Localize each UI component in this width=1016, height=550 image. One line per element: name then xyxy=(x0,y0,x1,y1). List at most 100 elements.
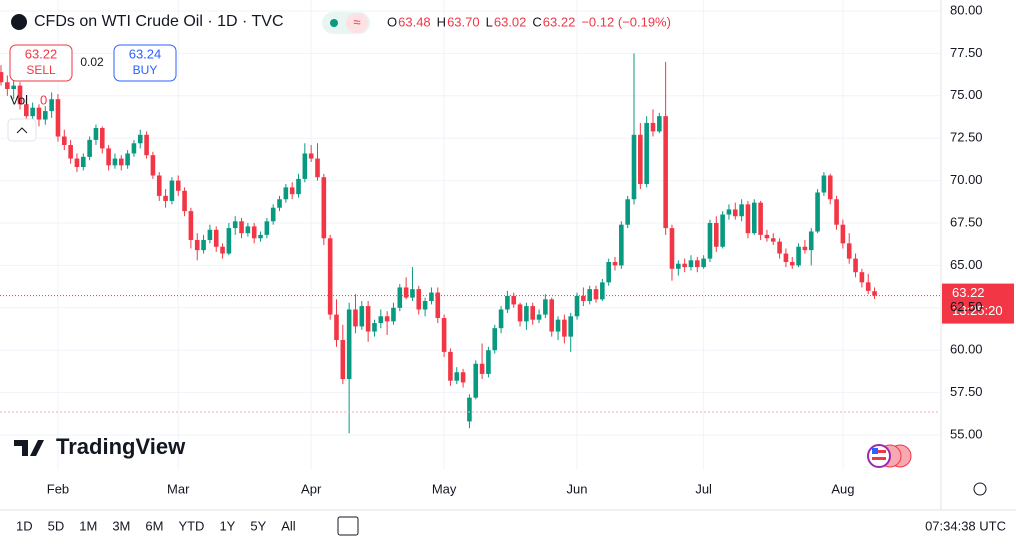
y-tick-label: 72.50 xyxy=(950,130,983,145)
candle-body xyxy=(663,116,668,229)
logo-mark xyxy=(14,440,44,456)
candle-body xyxy=(188,211,194,240)
candle-body xyxy=(492,328,498,351)
candle-body xyxy=(486,350,491,374)
ohlc-value: 63.70 xyxy=(447,14,480,29)
candle-body xyxy=(574,295,580,317)
candle-body xyxy=(751,202,757,234)
candle-body xyxy=(334,314,339,341)
candle-body xyxy=(587,289,592,302)
range-button[interactable]: 5Y xyxy=(250,518,266,533)
candle-body xyxy=(498,309,504,329)
volume-label: Vol xyxy=(10,92,28,107)
y-tick-label: 57.50 xyxy=(950,384,983,399)
candle-body xyxy=(327,238,333,315)
candle-body xyxy=(853,258,858,273)
collapse-button[interactable] xyxy=(7,118,37,142)
candle-body xyxy=(859,272,865,283)
clock: 07:34:38 UTC xyxy=(925,518,1006,533)
delay-icon: ≈ xyxy=(353,14,360,29)
settings-icon[interactable] xyxy=(973,482,987,496)
sell-label: SELL xyxy=(26,63,56,77)
candle-body xyxy=(321,177,327,239)
range-button[interactable]: 6M xyxy=(145,518,163,533)
candle-body xyxy=(530,306,536,320)
candle-body xyxy=(112,158,118,166)
candle-body xyxy=(517,304,523,322)
y-tick-label: 65.00 xyxy=(950,257,983,272)
ohlc-key: O xyxy=(387,14,397,29)
x-tick-label: Mar xyxy=(167,481,190,496)
change: −0.12 (−0.19%) xyxy=(581,14,671,29)
ohlc-value: 63.02 xyxy=(494,14,527,29)
candle-body xyxy=(593,289,599,300)
candle-body xyxy=(251,226,257,239)
x-tick-label: Aug xyxy=(831,481,854,496)
candle-body xyxy=(232,221,238,229)
range-button[interactable]: 1M xyxy=(79,518,97,533)
candle-body xyxy=(277,199,282,208)
candle-body xyxy=(62,136,67,145)
candle-body xyxy=(93,128,99,140)
candle-body xyxy=(454,372,460,381)
candle-body xyxy=(581,295,586,302)
candle-body xyxy=(758,202,763,235)
range-button[interactable]: 5D xyxy=(48,518,65,533)
candle-body xyxy=(505,295,510,310)
candle-body xyxy=(625,199,630,225)
candle-body xyxy=(543,299,548,315)
candle-body xyxy=(821,175,827,193)
x-tick-label: Feb xyxy=(47,481,69,496)
candle-body xyxy=(777,241,782,254)
candle-body xyxy=(24,104,29,117)
candle-body xyxy=(435,292,441,318)
candle-body xyxy=(55,99,61,137)
ohlc-key: C xyxy=(532,14,541,29)
candle-body xyxy=(106,148,111,166)
candle-body xyxy=(30,107,35,117)
candle-body xyxy=(536,314,542,320)
date-range-icon[interactable] xyxy=(337,516,359,536)
candle-body xyxy=(353,309,358,327)
candle-body xyxy=(808,231,814,251)
candle-body xyxy=(258,234,263,239)
candle-body xyxy=(720,214,725,247)
range-button[interactable]: 3M xyxy=(112,518,130,533)
y-tick-label: 62.50 xyxy=(950,299,983,314)
candle-body xyxy=(739,204,744,217)
candle-body xyxy=(346,309,352,380)
candle-body xyxy=(118,158,124,166)
candle-body xyxy=(308,153,314,159)
candle-body xyxy=(650,122,656,132)
candle-body xyxy=(156,175,162,196)
candle-body xyxy=(99,128,105,149)
candle-body xyxy=(695,260,700,268)
plot xyxy=(0,53,940,434)
buy-button[interactable] xyxy=(113,44,177,82)
candle-body xyxy=(74,158,80,168)
y-tick-label: 77.50 xyxy=(950,45,983,60)
candle-body xyxy=(701,258,706,268)
candle-body xyxy=(644,122,649,184)
candle-body xyxy=(676,263,681,269)
range-button[interactable]: 1D xyxy=(16,518,33,533)
candle-body xyxy=(182,190,187,212)
range-button[interactable]: 1Y xyxy=(219,518,235,533)
candle-body xyxy=(245,226,251,234)
candle-body xyxy=(365,306,371,332)
y-tick-label: 60.00 xyxy=(950,342,983,357)
countdown: 13:25:20 xyxy=(952,303,1003,318)
range-button[interactable]: YTD xyxy=(178,518,204,533)
candle-body xyxy=(302,153,308,179)
candle-body xyxy=(0,72,4,83)
candle-body xyxy=(201,239,206,251)
candle-body xyxy=(473,363,479,398)
symbol-title: CFDs on WTI Crude Oil · 1D · TVC xyxy=(34,13,284,30)
range-button[interactable]: All xyxy=(281,518,296,533)
candle-body xyxy=(403,287,409,298)
sell-button[interactable] xyxy=(9,44,73,82)
candle-body xyxy=(175,180,181,191)
candle-body xyxy=(17,85,23,105)
candle-body xyxy=(619,224,624,266)
candle-body xyxy=(827,175,833,200)
